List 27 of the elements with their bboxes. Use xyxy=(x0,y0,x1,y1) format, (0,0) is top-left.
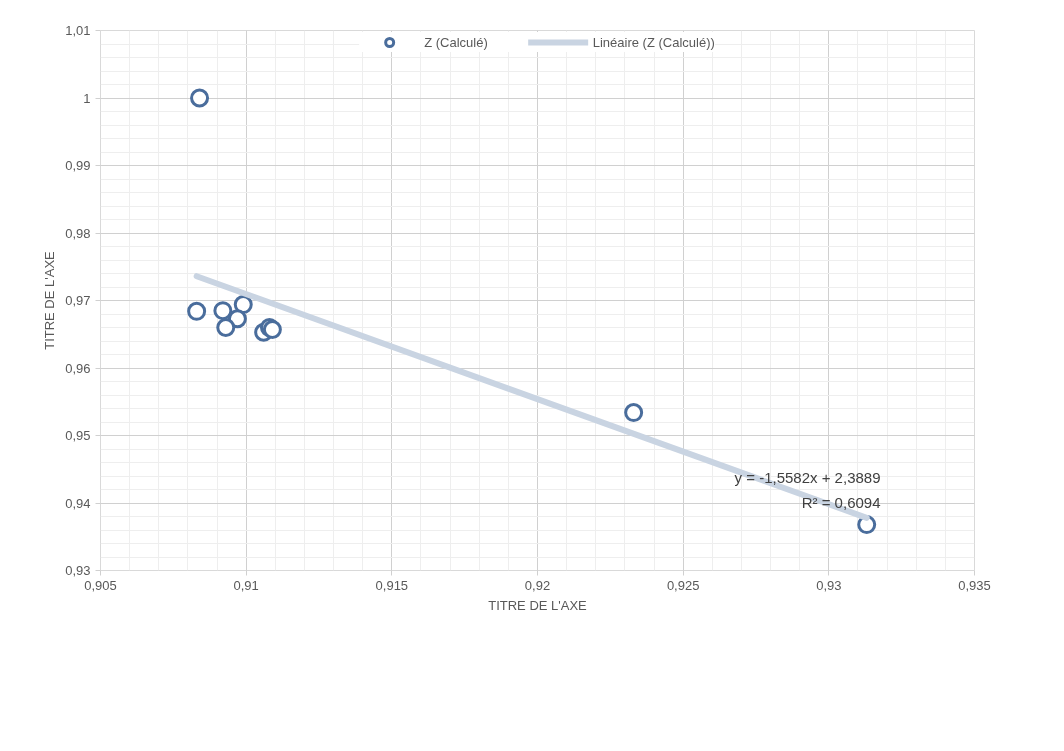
y-tick-label: 0,98 xyxy=(65,225,91,241)
y-axis-title: TITRE DE L'AXE xyxy=(42,250,58,350)
y-tick-label: 0,99 xyxy=(65,158,91,173)
legend-label: Z (Calculé) xyxy=(424,33,488,52)
x-tick-label: 0,93 xyxy=(816,577,842,593)
y-tick-label: 0,94 xyxy=(65,495,91,511)
point xyxy=(187,301,207,321)
x-tick-label: 0,915 xyxy=(375,577,409,593)
y-tick-label: 1 xyxy=(83,90,91,106)
point xyxy=(213,301,233,321)
x-tick-label: 0,925 xyxy=(666,577,700,593)
x-tick-label: 0,935 xyxy=(958,577,991,593)
y-tick-label: 0,97 xyxy=(65,293,91,308)
y-tick-label: 0,95 xyxy=(65,428,91,443)
y-tick-label: 0,96 xyxy=(65,360,91,376)
x-tick-label: 0,92 xyxy=(524,577,551,593)
y-tick-label: 1,01 xyxy=(65,23,91,38)
annotation: y = -1,5582x + 2,3889 xyxy=(734,468,881,486)
point xyxy=(216,318,236,337)
x-tick-label: 0,91 xyxy=(233,577,259,593)
point xyxy=(190,88,210,108)
y-tick-label: 0,93 xyxy=(65,563,91,578)
legend-label: Linéaire (Z (Calculé)) xyxy=(592,33,715,52)
point xyxy=(624,403,644,423)
x-axis-title: TITRE DE L'AXE xyxy=(488,597,588,613)
x-tick-label: 0,905 xyxy=(84,577,117,593)
annotation: R² = 0,6094 xyxy=(801,493,881,511)
